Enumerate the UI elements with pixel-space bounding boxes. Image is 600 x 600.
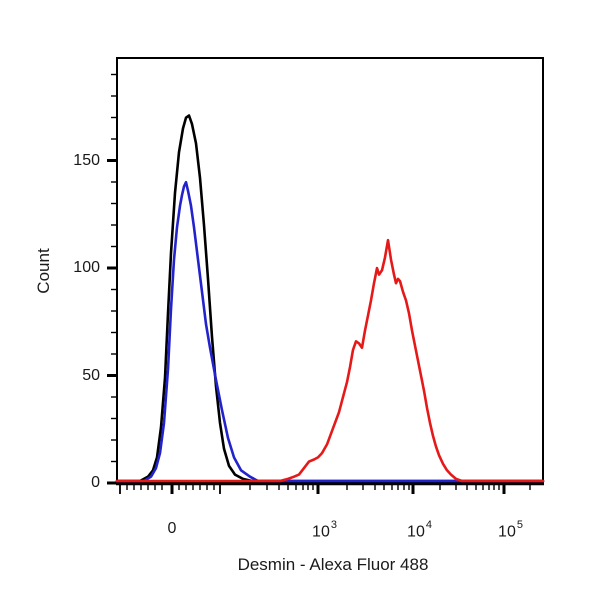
- x-axis-title: Desmin - Alexa Fluor 488: [237, 555, 429, 574]
- x-tick-exponent: 3: [330, 519, 337, 531]
- x-tick-label: 104: [407, 519, 432, 541]
- plot-frame: [116, 57, 544, 484]
- y-tick-label: 150: [73, 151, 100, 169]
- x-tick-base: 10: [407, 523, 425, 541]
- y-tick-label: 50: [82, 366, 100, 384]
- x-tick-label: 0: [167, 520, 177, 537]
- series-black: [115, 114, 545, 483]
- x-tick-label: 103: [312, 519, 337, 541]
- x-tick-exponent: 4: [425, 519, 432, 531]
- y-tick-label: 0: [91, 474, 100, 491]
- y-tick-label: 100: [73, 259, 100, 276]
- x-tick-base: 10: [498, 523, 516, 541]
- series-blue: [115, 180, 545, 483]
- x-tick-exponent: 5: [516, 519, 523, 531]
- x-tick-base: 10: [312, 523, 330, 541]
- x-tick-label: 105: [498, 519, 523, 541]
- y-axis-title: Count: [34, 247, 53, 294]
- series-red: [115, 238, 545, 483]
